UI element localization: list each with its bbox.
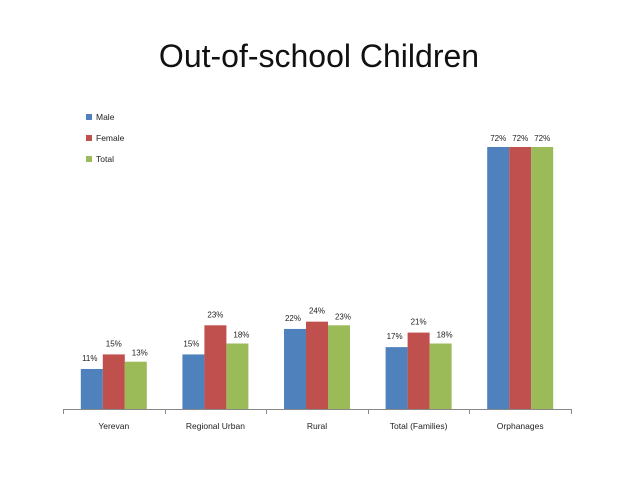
data-label-total-1: 18%	[233, 331, 249, 340]
bar-male-2	[284, 328, 306, 409]
bar-female-1	[204, 325, 227, 409]
legend-swatch-total	[86, 156, 92, 162]
data-label-total-3: 18%	[437, 331, 453, 340]
x-tick-label: Yerevan	[98, 421, 129, 431]
bar-female-2	[306, 321, 328, 409]
data-label-female-3: 21%	[411, 318, 427, 327]
x-tick-label: Regional Urban	[186, 421, 245, 431]
data-label-female-0: 15%	[106, 339, 122, 348]
bar-male-3	[385, 347, 408, 409]
slide-title: Out-of-school Children	[158, 38, 480, 74]
data-label-female-1: 23%	[207, 310, 223, 319]
legend-label-female: Female	[96, 133, 125, 143]
data-label-male-3: 17%	[387, 332, 403, 341]
data-label-male-1: 15%	[183, 339, 199, 348]
legend-swatch-female	[86, 135, 92, 141]
bar-female-3	[407, 332, 430, 409]
bar-total-2	[328, 325, 350, 409]
data-label-male-4: 72%	[490, 134, 506, 143]
bar-total-0	[124, 361, 147, 409]
data-label-total-0: 13%	[132, 349, 148, 358]
x-tick-label: Rural	[307, 421, 327, 431]
bar-total-4	[531, 147, 554, 409]
bar-male-1	[182, 354, 205, 409]
data-label-total-2: 23%	[335, 312, 351, 321]
bar-female-0	[102, 354, 125, 409]
bar-total-1	[226, 343, 249, 409]
x-tick-label: Orphanages	[497, 421, 544, 431]
data-label-male-2: 22%	[285, 314, 301, 323]
bar-total-3	[429, 343, 452, 409]
data-label-female-2: 24%	[309, 307, 325, 316]
bar-female-4	[509, 147, 532, 409]
x-tick-label: Total (Families)	[390, 421, 448, 431]
bar-male-4	[487, 147, 510, 409]
legend-swatch-male	[86, 114, 92, 120]
bar-male-0	[80, 368, 103, 409]
data-label-female-4: 72%	[512, 134, 528, 143]
data-label-male-0: 11%	[82, 354, 97, 363]
data-label-total-4: 72%	[534, 134, 550, 143]
legend-label-total: Total	[96, 154, 114, 164]
legend-label-male: Male	[96, 112, 115, 122]
